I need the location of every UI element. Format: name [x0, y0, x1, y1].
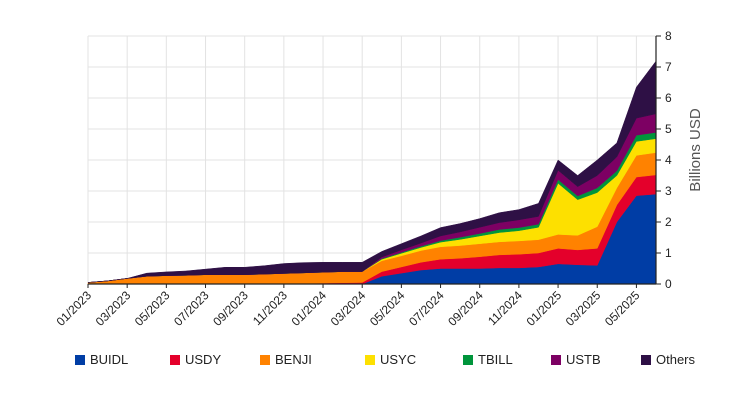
- x-tick-label: 05/2023: [132, 288, 173, 329]
- y-tick-label: 8: [665, 29, 672, 43]
- y-tick-label: 7: [665, 60, 672, 74]
- areas: [87, 60, 657, 285]
- x-tick-label: 07/2023: [171, 288, 212, 329]
- x-tick-label: 03/2025: [563, 288, 604, 329]
- x-tick-label: 03/2024: [328, 288, 369, 329]
- x-tick-label: 09/2024: [445, 288, 486, 329]
- legend-label-benji: BENJI: [275, 352, 312, 367]
- y-tick-label: 2: [665, 215, 672, 229]
- y-tick-label: 4: [665, 153, 672, 167]
- legend-swatch-ustb: [551, 355, 561, 365]
- x-tick-label: 01/2025: [524, 288, 565, 329]
- y-tick-label: 5: [665, 122, 672, 136]
- x-tick-label: 09/2023: [210, 288, 251, 329]
- legend-label-others: Others: [656, 352, 696, 367]
- legend-swatch-others: [641, 355, 651, 365]
- axes: [87, 35, 661, 288]
- legend-swatch-usdy: [170, 355, 180, 365]
- x-tick-label: 01/2024: [289, 288, 330, 329]
- x-tick-label: 07/2024: [406, 288, 447, 329]
- x-tick-label: 11/2024: [485, 288, 525, 328]
- x-tick-label: 11/2023: [250, 288, 290, 328]
- y-tick-labels: 0 1 2 3 4 5 6 7 8: [665, 29, 672, 291]
- y-axis-label: Billions USD: [687, 108, 704, 192]
- legend-swatch-benji: [260, 355, 270, 365]
- legend-label-usdy: USDY: [185, 352, 221, 367]
- x-tick-label: 03/2023: [93, 288, 134, 329]
- legend-label-ustb: USTB: [566, 352, 601, 367]
- x-tick-label: 05/2024: [367, 288, 408, 329]
- x-tick-label: 01/2023: [54, 288, 95, 329]
- legend-label-usyc: USYC: [380, 352, 416, 367]
- legend-swatch-tbill: [463, 355, 473, 365]
- legend-label-tbill: TBILL: [478, 352, 513, 367]
- x-tick-label: 05/2025: [602, 288, 643, 329]
- legend-label-buidl: BUIDL: [90, 352, 128, 367]
- y-tick-label: 1: [665, 246, 672, 260]
- y-tick-label: 3: [665, 184, 672, 198]
- y-tick-label: 6: [665, 91, 672, 105]
- legend: BUIDL USDY BENJI USYC TBILL USTB Others: [75, 352, 696, 367]
- legend-swatch-buidl: [75, 355, 85, 365]
- legend-swatch-usyc: [365, 355, 375, 365]
- y-tick-label: 0: [665, 277, 672, 291]
